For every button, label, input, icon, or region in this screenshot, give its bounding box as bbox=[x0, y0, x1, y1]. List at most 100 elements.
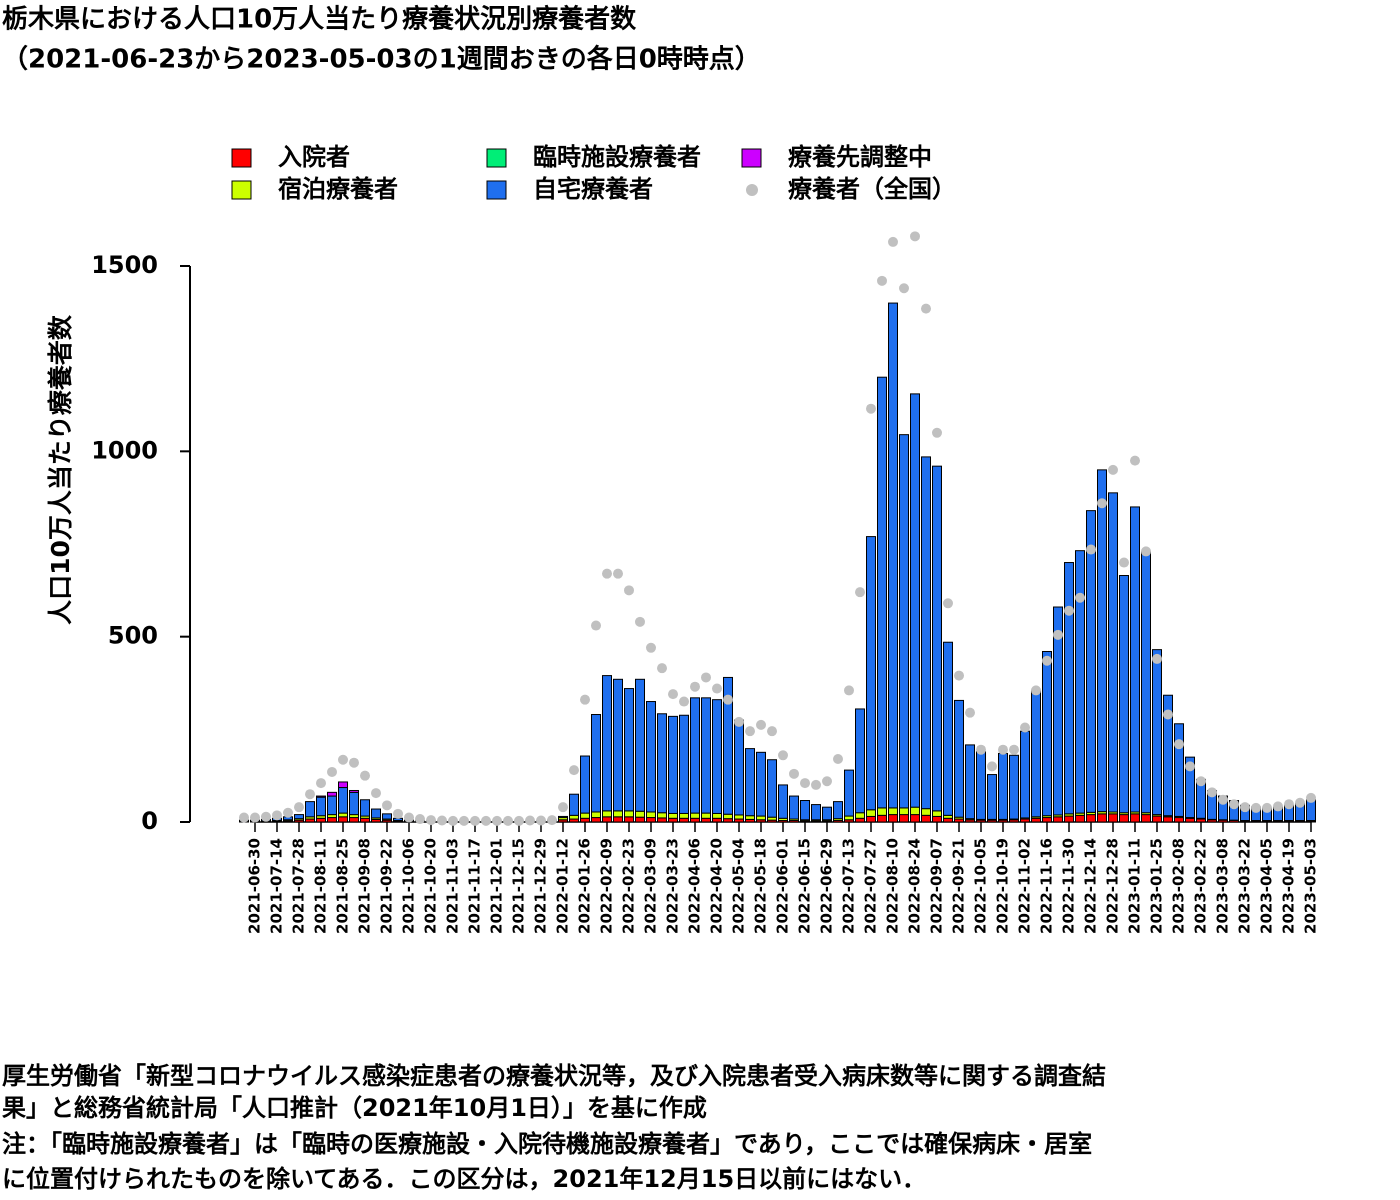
bar-segment bbox=[1108, 813, 1118, 823]
bar-segment bbox=[1152, 649, 1162, 816]
x-tick-label: 2021-09-08 bbox=[356, 838, 374, 934]
national-dot bbox=[1108, 464, 1118, 475]
x-tick-label: 2022-10-05 bbox=[972, 838, 990, 934]
national-dot bbox=[382, 800, 392, 811]
national-dot bbox=[613, 568, 623, 579]
bar-segment bbox=[723, 676, 733, 815]
bar-segment bbox=[723, 818, 733, 823]
national-dot bbox=[1251, 802, 1261, 813]
national-dot bbox=[657, 663, 667, 674]
national-dot bbox=[624, 585, 634, 596]
bar-segment bbox=[1130, 506, 1140, 813]
national-dot bbox=[734, 716, 744, 727]
x-tick-label: 2022-04-06 bbox=[686, 838, 704, 934]
x-tick-label: 2023-01-11 bbox=[1126, 838, 1144, 934]
bar-segment bbox=[987, 774, 997, 820]
national-dot bbox=[426, 815, 436, 826]
national-dot bbox=[943, 598, 953, 609]
bar-segment bbox=[635, 678, 645, 812]
bar-segment bbox=[360, 799, 370, 817]
bar-segment bbox=[602, 675, 612, 812]
bar-segment bbox=[1053, 606, 1063, 816]
bar-segment bbox=[855, 812, 865, 819]
bar-segment bbox=[646, 811, 656, 819]
bar-segment bbox=[1031, 817, 1041, 823]
bar-segment bbox=[1075, 814, 1085, 823]
bar-segment bbox=[1141, 550, 1151, 814]
x-tick-label: 2021-12-15 bbox=[510, 838, 528, 934]
bar-segment bbox=[1097, 813, 1107, 823]
bar-segment bbox=[866, 809, 876, 817]
national-dot bbox=[569, 765, 579, 776]
bar-segment bbox=[1185, 817, 1195, 823]
bar-segment bbox=[635, 816, 645, 823]
y-tick-label: 0 bbox=[141, 807, 158, 835]
national-dot bbox=[1009, 744, 1019, 755]
national-dot bbox=[998, 744, 1008, 755]
legend-marker bbox=[486, 148, 507, 168]
national-dot bbox=[910, 231, 920, 242]
bar-segment bbox=[1141, 814, 1151, 823]
x-tick-label: 2022-06-15 bbox=[796, 838, 814, 934]
national-dot bbox=[1207, 787, 1217, 798]
national-dot bbox=[393, 808, 403, 819]
national-dot bbox=[1196, 776, 1206, 787]
national-dot bbox=[1053, 629, 1063, 640]
national-dot bbox=[646, 642, 656, 653]
national-dot bbox=[1273, 801, 1283, 812]
national-dot bbox=[305, 789, 315, 800]
bar-segment bbox=[910, 393, 920, 808]
bar-segment bbox=[1075, 550, 1085, 814]
bar-segment bbox=[624, 688, 634, 812]
bar-segment bbox=[910, 814, 920, 823]
national-dot bbox=[1031, 685, 1041, 696]
bar-segment bbox=[921, 808, 931, 816]
x-tick-label: 2022-02-09 bbox=[598, 838, 616, 934]
bar-segment bbox=[1097, 469, 1107, 813]
national-dot bbox=[327, 766, 337, 777]
bar-segment bbox=[899, 434, 909, 809]
national-dot bbox=[822, 776, 832, 787]
bar-segment bbox=[877, 376, 887, 809]
national-dot bbox=[1075, 592, 1085, 603]
national-dot bbox=[602, 568, 612, 579]
bar-segment bbox=[954, 699, 964, 818]
national-dot bbox=[1141, 546, 1151, 557]
bar-segment bbox=[646, 701, 656, 813]
bar-segment bbox=[1185, 756, 1195, 819]
x-tick-label: 2021-10-06 bbox=[400, 838, 418, 934]
national-dot bbox=[283, 807, 293, 818]
note: 注：「臨時施設療養者」は「臨時の医療施設・入院待機施設療養者」であり，ここでは確… bbox=[2, 1130, 1092, 1158]
bar-segment bbox=[580, 755, 590, 814]
x-tick-label: 2022-08-24 bbox=[906, 838, 924, 934]
bar-segment bbox=[932, 810, 942, 817]
national-dot bbox=[1295, 797, 1305, 808]
bar-segment bbox=[932, 465, 942, 812]
bar-segment bbox=[899, 807, 909, 816]
national-dot bbox=[415, 814, 425, 825]
bar-segment bbox=[734, 814, 744, 820]
bar-segment bbox=[701, 697, 711, 814]
chart-title: 栃木県における人口10万人当たり療養状況別療養者数 bbox=[2, 5, 637, 35]
national-dot bbox=[349, 757, 359, 768]
y-axis-label: 人口10万人当たり療養者数 bbox=[46, 314, 75, 625]
national-dot bbox=[712, 683, 722, 694]
bar-segment bbox=[921, 456, 931, 810]
bar-segment bbox=[1020, 730, 1030, 819]
bar-segment bbox=[591, 714, 601, 813]
national-dot bbox=[1174, 739, 1184, 750]
national-dot bbox=[1097, 498, 1107, 509]
bar-segment bbox=[844, 769, 854, 817]
note: 厚生労働省「新型コロナウイルス感染症患者の療養状況等，及び入院患者受入病床数等に… bbox=[2, 1062, 1106, 1090]
x-tick-label: 2021-10-20 bbox=[422, 838, 440, 934]
bar-segment bbox=[1108, 492, 1118, 813]
national-dot bbox=[844, 685, 854, 696]
national-dot bbox=[888, 236, 898, 247]
national-dot bbox=[239, 812, 249, 823]
x-tick-label: 2023-03-08 bbox=[1214, 838, 1232, 934]
bar-segment bbox=[1042, 650, 1052, 817]
bar-segment bbox=[877, 807, 887, 816]
x-tick-label: 2023-03-22 bbox=[1236, 838, 1254, 934]
chart-subtitle: （2021-06-23から2023-05-03の1週間おきの各日0時時点） bbox=[2, 44, 761, 75]
